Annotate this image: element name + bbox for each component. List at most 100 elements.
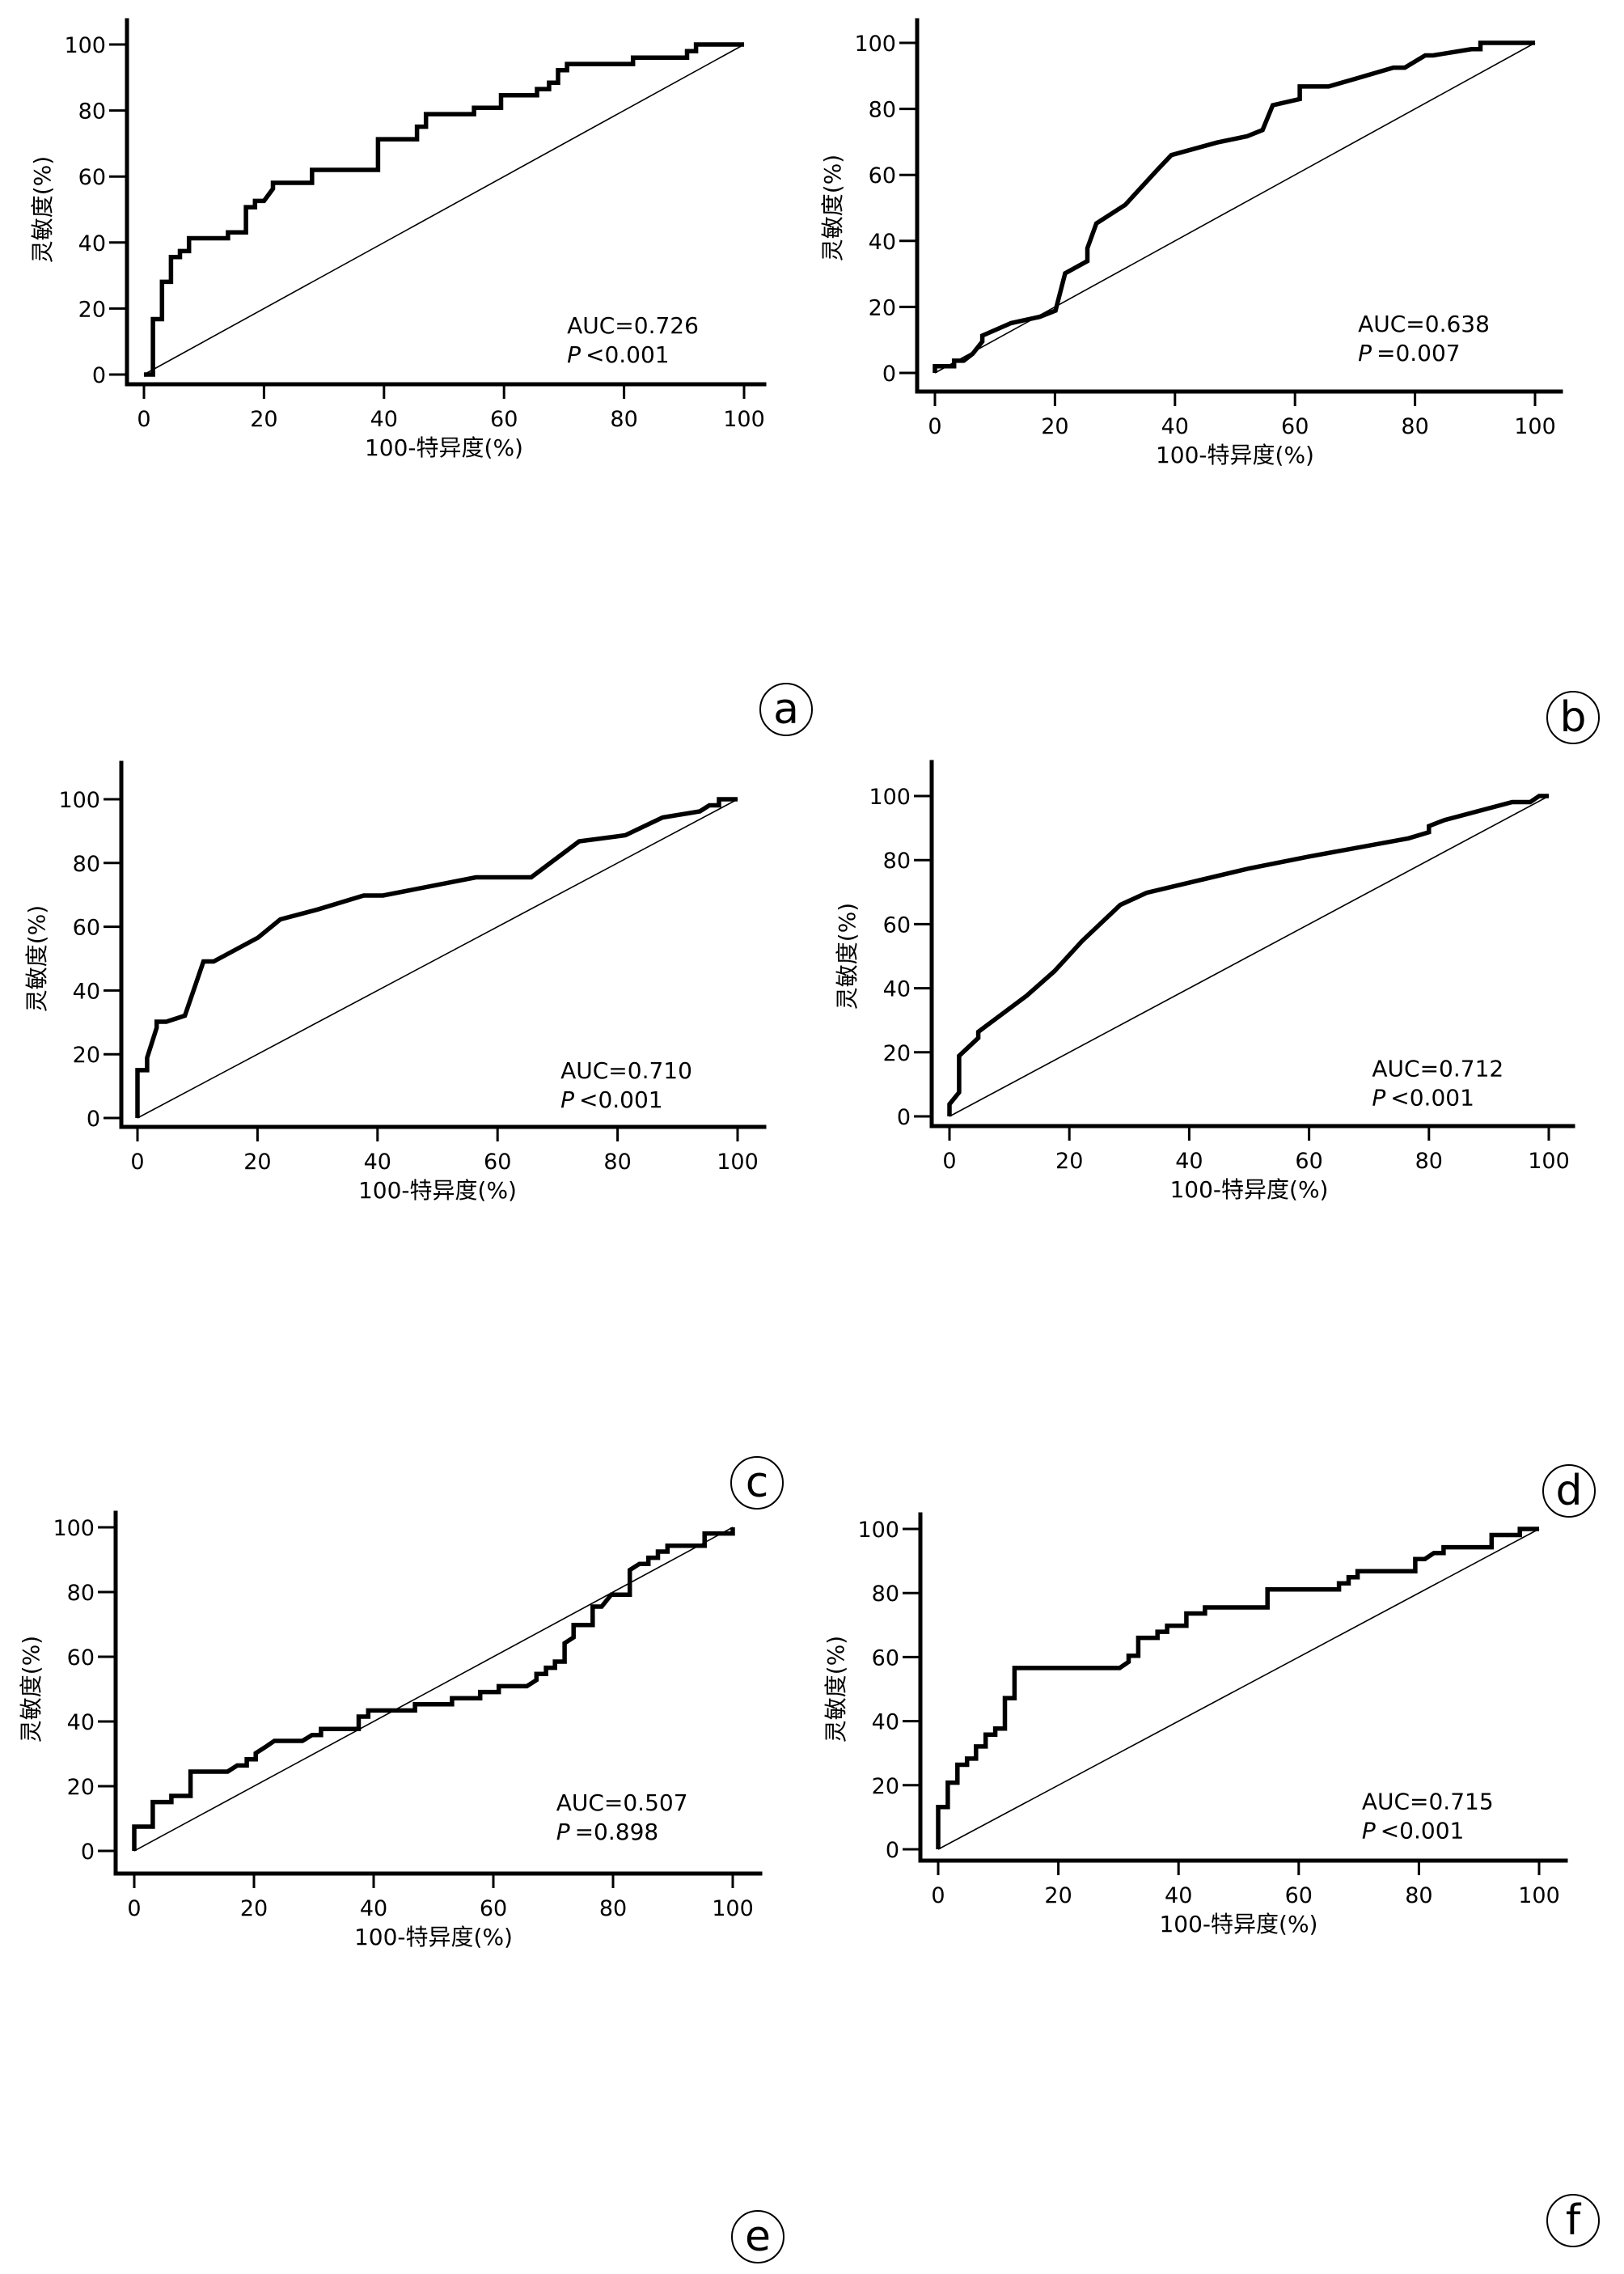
panel-letter-circle [730, 1456, 784, 1510]
x-axis-title: 100-特异度(%) [1156, 442, 1314, 468]
x-tick-label: 40 [1165, 1883, 1192, 1908]
panel-letter-circle [1542, 1464, 1596, 1518]
roc-panel-d: 0 20 40 60 80 100 0 20 40 60 80 100 100-特异度(%) 灵敏度(%)… [834, 760, 1596, 1518]
p-value-annotation: P <0.001 [1372, 1085, 1474, 1112]
p-label: P [556, 1819, 570, 1845]
x-tick-label: 0 [137, 407, 150, 432]
y-tick-label: 100 [64, 33, 106, 58]
auc-annotation: AUC=0.715 [1362, 1789, 1494, 1815]
roc-curve-line [135, 797, 738, 1118]
x-tick-label: 80 [599, 1896, 627, 1921]
y-tick-label: 40 [883, 977, 911, 1002]
y-tick-label: 80 [73, 852, 100, 877]
reference-diagonal-line [934, 42, 1536, 374]
y-tick-label: 80 [872, 1582, 899, 1607]
y-tick-label: 0 [886, 1838, 899, 1863]
x-tick-label: 20 [250, 407, 277, 432]
p-value-annotation: P =0.007 [1358, 340, 1461, 366]
y-tick-label: 60 [73, 916, 100, 941]
p-label: P [1362, 1818, 1376, 1844]
reference-diagonal-line [937, 1528, 1540, 1850]
y-tick-label: 0 [897, 1105, 911, 1130]
x-tick-label: 100 [1514, 414, 1556, 439]
p-value: <0.001 [579, 1086, 663, 1113]
x-axis-title: 100-特异度(%) [365, 434, 523, 461]
y-axis-title: 灵敏度(%) [18, 1636, 44, 1743]
x-tick-label: 60 [490, 407, 518, 432]
y-tick-label: 60 [883, 913, 911, 938]
x-axis-title: 100-特异度(%) [1159, 1911, 1317, 1937]
y-tick-label: 20 [869, 295, 896, 320]
panel-letter: b [1559, 693, 1586, 742]
reference-diagonal-line [137, 798, 738, 1119]
roc-panel-c: 0 20 40 60 80 100 0 20 40 60 80 100 100-特异度(%) 灵敏度(%)… [23, 760, 784, 1510]
roc-curve-line [947, 794, 1549, 1116]
x-tick-label: 100 [712, 1896, 754, 1921]
x-tick-label: 80 [610, 407, 637, 432]
y-tick-label: 100 [58, 788, 100, 813]
x-tick-label: 80 [1405, 1883, 1432, 1908]
y-tick-label: 80 [869, 98, 896, 123]
panel-letter: f [1566, 2196, 1582, 2245]
y-tick-label: 100 [869, 785, 911, 810]
x-tick-label: 60 [1285, 1883, 1313, 1908]
y-tick-label: 60 [78, 165, 106, 190]
roc-panel-f: 0 20 40 60 80 100 0 20 40 60 80 100 100-特异度(%) 灵敏度(%)… [823, 1512, 1600, 2247]
x-tick-label: 0 [931, 1883, 945, 1908]
roc-panel-e: 0 20 40 60 80 100 0 20 40 60 80 100 100-特异度(%) 灵敏度(%)… [18, 1510, 785, 2263]
y-tick-label: 20 [883, 1041, 911, 1066]
auc-annotation: AUC=0.638 [1358, 311, 1490, 337]
p-value: =0.007 [1377, 340, 1461, 366]
p-value: <0.001 [1390, 1085, 1474, 1112]
x-tick-label: 80 [1401, 414, 1428, 439]
p-value: <0.001 [586, 341, 670, 368]
x-tick-label: 60 [484, 1150, 511, 1175]
x-tick-label: 40 [1175, 1149, 1203, 1174]
x-tick-label: 40 [370, 407, 398, 432]
x-axis-title: 100-特异度(%) [1169, 1176, 1328, 1203]
roc-curve-line [936, 1527, 1539, 1849]
reference-diagonal-line [143, 44, 745, 375]
y-tick-label: 100 [857, 1518, 899, 1543]
y-tick-label: 60 [872, 1645, 899, 1671]
p-value: =0.898 [575, 1819, 659, 1845]
auc-annotation: AUC=0.712 [1372, 1056, 1503, 1082]
y-tick-label: 80 [67, 1581, 95, 1606]
panel-letter-circle [731, 2210, 785, 2263]
reference-diagonal-line [949, 795, 1550, 1117]
p-label: P [1358, 340, 1372, 366]
x-tick-label: 20 [243, 1150, 271, 1175]
x-tick-label: 20 [1044, 1883, 1072, 1908]
roc-panel-a: 0 20 40 60 80 100 0 20 40 60 80 100 100-特异度(%) 灵敏度(%)… [29, 18, 813, 736]
p-value-annotation: P <0.001 [1362, 1818, 1465, 1844]
y-tick-label: 40 [67, 1710, 95, 1735]
y-tick-label: 60 [869, 163, 896, 188]
y-axis-title: 灵敏度(%) [29, 156, 56, 263]
p-label: P [560, 1086, 574, 1113]
x-tick-label: 40 [360, 1896, 387, 1921]
x-tick-label: 100 [723, 407, 765, 432]
auc-annotation: AUC=0.726 [567, 312, 699, 339]
x-tick-label: 20 [240, 1896, 268, 1921]
panel-letter-circle [759, 683, 813, 736]
x-tick-label: 0 [127, 1896, 141, 1921]
x-tick-label: 80 [603, 1150, 631, 1175]
panel-letter: a [773, 685, 799, 734]
x-tick-label: 20 [1055, 1149, 1083, 1174]
y-axis-title: 灵敏度(%) [834, 903, 861, 1010]
y-tick-label: 40 [78, 231, 106, 256]
p-value-annotation: P <0.001 [560, 1086, 663, 1113]
y-tick-label: 60 [67, 1645, 95, 1671]
x-tick-label: 100 [1528, 1149, 1570, 1174]
x-tick-label: 0 [130, 1150, 144, 1175]
p-label: P [1372, 1085, 1385, 1112]
auc-annotation: AUC=0.507 [556, 1789, 688, 1816]
x-tick-label: 60 [480, 1896, 507, 1921]
panel-letter: e [745, 2213, 771, 2261]
panel-letter: c [746, 1459, 769, 1507]
x-tick-label: 0 [928, 414, 941, 439]
y-tick-label: 20 [67, 1775, 95, 1800]
x-tick-label: 0 [942, 1149, 956, 1174]
panel-letter-circle [1546, 691, 1600, 744]
